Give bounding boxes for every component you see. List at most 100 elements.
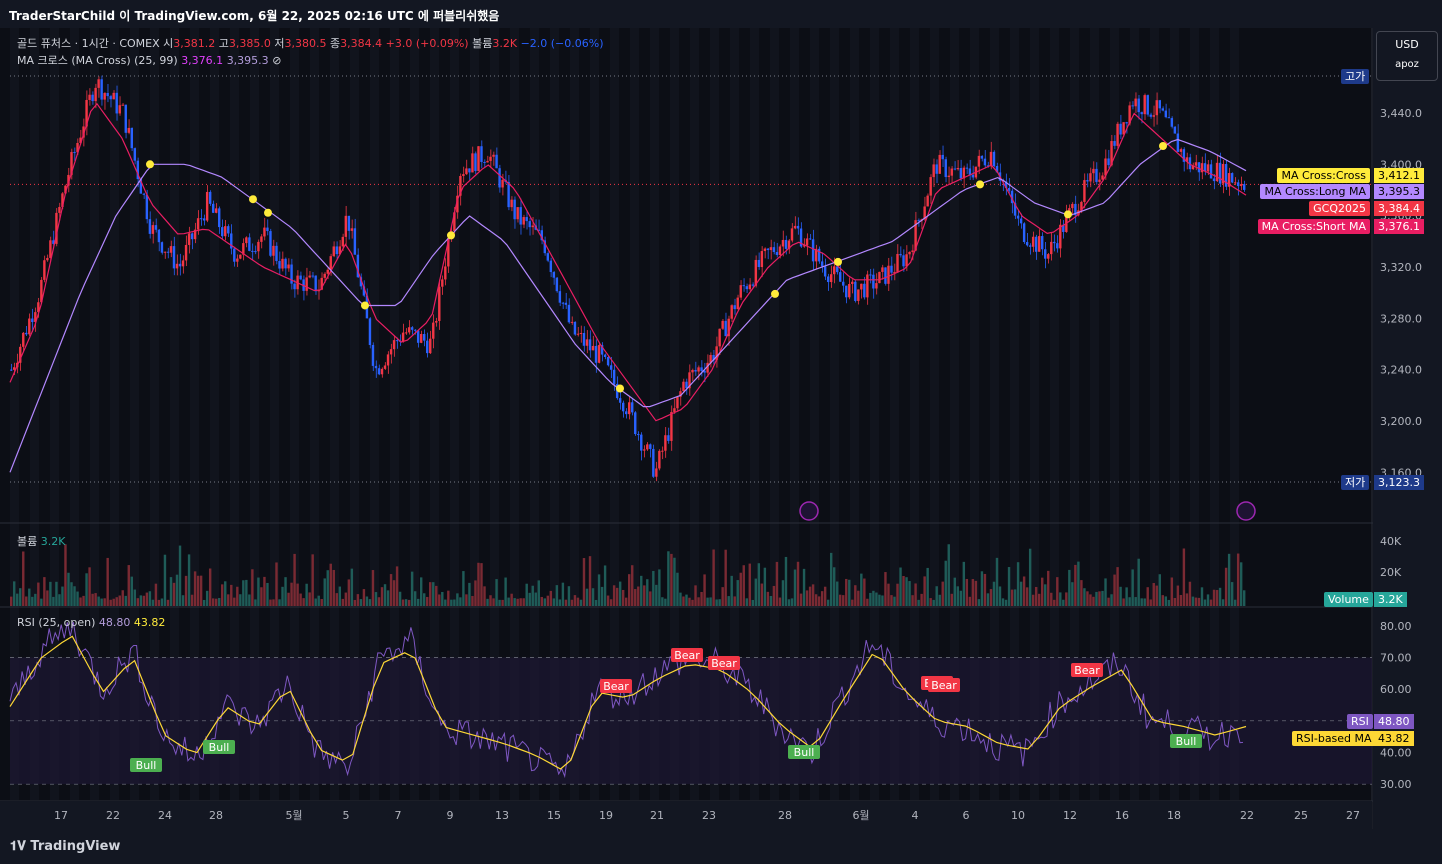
candle-body — [1158, 100, 1161, 109]
candle-body — [64, 185, 67, 194]
volume-bar — [1025, 587, 1029, 606]
session-stripe — [550, 28, 559, 800]
candle-body — [25, 332, 28, 335]
volume-bar — [781, 580, 785, 606]
volume-legend[interactable]: 볼륨 3.2K — [17, 533, 65, 549]
volume-bar — [525, 583, 528, 606]
candle-body — [688, 372, 691, 389]
volume-bar — [688, 597, 691, 606]
volume-bar — [854, 585, 857, 606]
session-stripe — [670, 28, 679, 800]
session-stripe — [990, 28, 999, 800]
candle-body — [1224, 163, 1228, 187]
session-stripe — [30, 28, 39, 800]
volume-bar — [338, 586, 342, 606]
volume-bar — [453, 599, 456, 606]
volume-bar — [631, 565, 634, 606]
candle-body — [727, 318, 730, 337]
x-tick-label: 16 — [1115, 809, 1129, 822]
candle-body — [221, 227, 224, 237]
volume-bar — [715, 599, 718, 606]
volume-bar — [887, 583, 890, 606]
hidden-eye-icon[interactable]: ⊘ — [272, 54, 282, 67]
volume-bar — [211, 598, 215, 606]
candle-body — [631, 402, 634, 413]
volume-bar — [326, 570, 329, 606]
currency-selector[interactable]: USD apoz — [1376, 31, 1438, 81]
candle-body — [736, 297, 739, 310]
volume-bar — [522, 598, 525, 606]
ma-cross-name: MA 크로스 (MA Cross) (25, 99) — [17, 54, 178, 67]
candle-body — [573, 321, 577, 335]
volume-bar — [621, 589, 625, 606]
candle-body — [1062, 224, 1065, 232]
publish-header: TraderStarChild 이 TradingView.com, 6월 22… — [0, 0, 1442, 28]
candle-body — [61, 193, 64, 207]
candle-body — [1119, 123, 1122, 135]
volume-bar — [739, 572, 742, 606]
session-stripe — [650, 28, 659, 800]
candle-body — [845, 285, 848, 298]
candle-body — [498, 168, 501, 188]
volume-bar — [733, 596, 736, 606]
volume-bar — [612, 585, 616, 606]
tradingview-logo[interactable]: 𝟏𝐕 TradingView — [10, 839, 120, 854]
volume-bar — [495, 579, 498, 606]
candle-body — [959, 168, 963, 179]
candle-body — [329, 256, 332, 270]
volume-bar — [1119, 586, 1122, 606]
candle-body — [751, 284, 755, 286]
volume-bar — [477, 562, 480, 606]
volume-bar — [353, 599, 357, 606]
candle-body — [218, 208, 221, 228]
volume-bar — [995, 557, 999, 606]
rsi-legend[interactable]: RSI (25, open) 48.80 43.82 — [17, 616, 165, 629]
volume-bar — [474, 580, 477, 606]
volume-bar — [817, 596, 821, 606]
volume-bar — [661, 597, 664, 606]
candle-body — [474, 153, 477, 171]
volume-bar — [805, 590, 809, 606]
candle-body — [817, 248, 821, 262]
volume-bar — [1065, 592, 1068, 606]
candle-body — [802, 245, 806, 247]
candle-body — [100, 79, 103, 100]
volume-bar — [826, 599, 830, 606]
volume-bar — [350, 568, 354, 606]
candle-body — [884, 267, 887, 284]
ma-cross-legend[interactable]: MA 크로스 (MA Cross) (25, 99) 3,376.1 3,395… — [17, 52, 281, 68]
candle-body — [1022, 223, 1026, 243]
volume-bar — [317, 595, 320, 606]
candle-body — [40, 279, 43, 303]
candle-body — [986, 165, 990, 167]
candle-body — [676, 396, 679, 409]
volume-bar — [1167, 599, 1171, 606]
candle-body — [1149, 114, 1152, 117]
high-marker-label: 고가 — [1341, 69, 1370, 84]
candle-body — [733, 305, 736, 310]
candle-body — [911, 250, 914, 252]
volume-bar — [1016, 562, 1020, 606]
candle-body — [344, 215, 348, 237]
volume-bar — [582, 558, 586, 606]
volume-tag-label: Volume — [1324, 592, 1373, 607]
candle-body — [272, 245, 275, 256]
rsi-signal-badge — [1071, 663, 1103, 677]
symbol-name: 골드 퓨처스 · 1시간 · COMEX — [17, 37, 160, 50]
volume-bar — [974, 580, 978, 606]
candle-body — [257, 241, 260, 252]
volume-bar — [380, 587, 384, 606]
volume-bar — [860, 573, 863, 606]
candle-body — [1125, 122, 1128, 124]
volume-bar — [1056, 577, 1059, 606]
candle-body — [1146, 95, 1149, 115]
rsi-tag-value: 48.80 — [1374, 714, 1414, 729]
volume-bar — [775, 561, 779, 606]
candle-body — [37, 302, 40, 313]
candle-body — [1233, 182, 1237, 184]
volume-bar — [1113, 574, 1116, 606]
candle-body — [34, 312, 37, 323]
symbol-legend[interactable]: 골드 퓨처스 · 1시간 · COMEX 시3,381.2 고3,385.0 저… — [17, 35, 604, 51]
volume-bar — [769, 595, 773, 606]
